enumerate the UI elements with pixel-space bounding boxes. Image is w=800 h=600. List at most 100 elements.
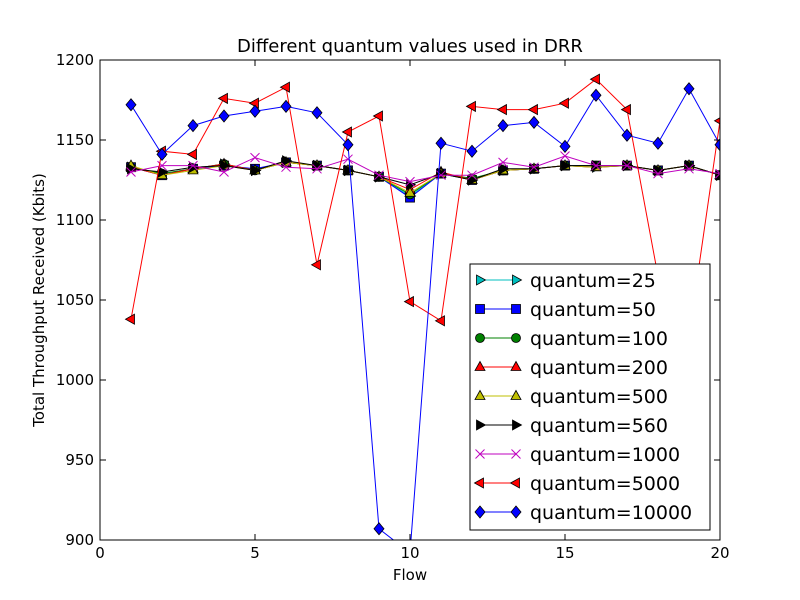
data-point — [528, 115, 540, 130]
legend-marker — [474, 505, 486, 519]
legend-marker — [476, 274, 487, 286]
data-point — [467, 170, 477, 181]
y-tick-label: 1100 — [56, 211, 94, 229]
data-point — [250, 152, 260, 163]
data-point — [372, 110, 383, 122]
data-point — [713, 117, 720, 125]
data-point — [653, 168, 663, 179]
data-point — [683, 82, 695, 96]
x-tick-label: 15 — [555, 544, 574, 562]
data-point — [220, 159, 231, 172]
data-point — [684, 163, 694, 174]
data-point — [466, 144, 478, 158]
legend-label: quantum=5000 — [530, 473, 680, 495]
legend-marker — [511, 333, 521, 343]
legend-entry: quantum=10000 — [474, 502, 692, 524]
y-tick-label: 950 — [65, 451, 94, 469]
data-point — [343, 154, 353, 165]
legend-entry: quantum=5000 — [473, 473, 680, 495]
data-point — [589, 73, 600, 85]
data-point — [434, 315, 445, 327]
legend-frame — [469, 263, 711, 531]
data-point — [279, 81, 290, 93]
series-line — [130, 78, 720, 337]
legend-marker — [512, 274, 523, 286]
series-6 — [126, 151, 720, 187]
data-point — [529, 162, 539, 173]
series-8 — [125, 82, 720, 540]
legend-marker — [511, 449, 521, 459]
legend-entry: quantum=500 — [474, 386, 668, 408]
legend-entry: quantum=25 — [476, 270, 656, 292]
legend-marker — [511, 304, 521, 314]
data-point — [404, 186, 416, 197]
data-point — [590, 88, 602, 102]
data-point — [622, 160, 632, 171]
data-point — [282, 155, 293, 167]
legend-marker — [475, 449, 485, 459]
data-point — [715, 172, 720, 179]
data-point — [621, 128, 633, 142]
data-point — [558, 97, 569, 109]
legend-label: quantum=560 — [530, 415, 668, 437]
data-point — [560, 151, 570, 161]
data-point — [559, 139, 571, 154]
data-point — [280, 99, 292, 114]
legend-label: quantum=200 — [530, 357, 668, 379]
data-point — [124, 313, 135, 325]
y-tick-label: 1150 — [56, 131, 94, 149]
legend-entry: quantum=1000 — [475, 444, 680, 466]
y-tick-label: 1050 — [56, 291, 94, 309]
data-point — [591, 160, 601, 171]
y-tick-label: 900 — [65, 531, 94, 549]
data-point — [715, 168, 720, 175]
data-point — [497, 118, 509, 133]
data-point — [125, 98, 137, 112]
data-point — [496, 103, 507, 116]
legend-marker — [475, 304, 485, 314]
data-point — [311, 106, 323, 120]
data-point — [218, 109, 230, 123]
data-point — [374, 170, 384, 181]
legend-entry: quantum=560 — [476, 415, 668, 437]
y-tick-label: 1200 — [56, 51, 94, 69]
x-tick-label: 0 — [95, 544, 105, 562]
data-point — [620, 103, 631, 116]
data-point — [527, 103, 538, 116]
data-point — [281, 162, 291, 173]
legend-entry: quantum=100 — [475, 328, 668, 350]
legend-entry: quantum=50 — [475, 299, 656, 321]
legend-marker — [510, 360, 522, 371]
legend-label: quantum=25 — [530, 270, 656, 292]
x-tick-label: 20 — [710, 544, 729, 562]
data-point — [188, 160, 198, 171]
data-point — [248, 97, 259, 109]
legend-label: quantum=10000 — [530, 502, 692, 524]
legend-marker — [510, 389, 522, 400]
legend-marker — [476, 419, 487, 431]
legend-label: quantum=50 — [530, 299, 656, 321]
data-point — [714, 138, 720, 152]
x-axis-label: Flow — [393, 566, 427, 584]
data-point — [465, 100, 476, 113]
data-point — [217, 92, 228, 105]
data-point — [341, 126, 352, 138]
y-tick-label: 1000 — [56, 371, 94, 389]
legend-label: quantum=1000 — [530, 444, 680, 466]
data-point — [342, 138, 354, 152]
legend-label: quantum=500 — [530, 386, 668, 408]
data-point — [405, 176, 415, 187]
data-point — [310, 259, 321, 271]
ticks-layer: 0 5 10 15 20 900 950 1000 1050 1100 1150 1200 — [56, 51, 730, 562]
y-axis-label: Total Throughput Received (Kbits) — [30, 173, 48, 428]
data-point — [403, 295, 414, 308]
legend-marker — [475, 333, 485, 343]
data-point — [312, 163, 322, 174]
series-line — [130, 87, 720, 540]
data-point — [499, 163, 510, 175]
data-point — [187, 118, 199, 133]
x-tick-label: 10 — [400, 544, 419, 562]
series-line — [130, 155, 720, 183]
legend: quantum=25 quantum=50 quantum=100 quantum=2… — [469, 263, 711, 531]
